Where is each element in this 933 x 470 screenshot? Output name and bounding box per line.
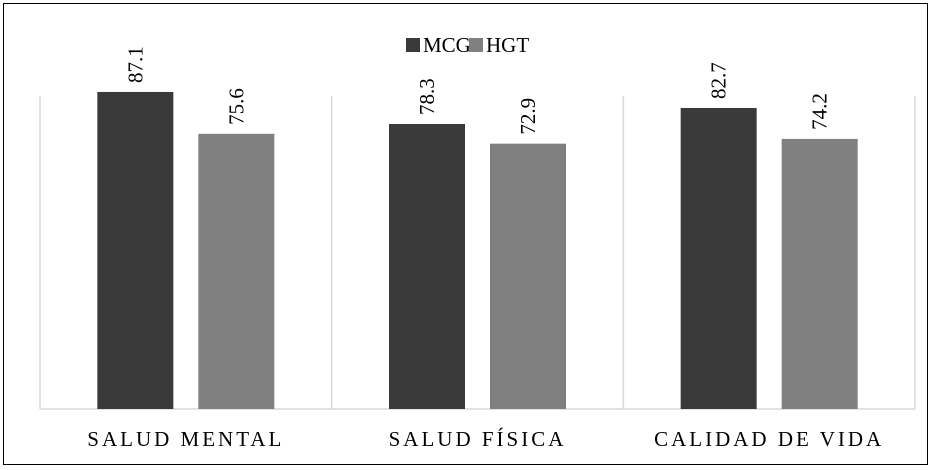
x-tick-label: CALIDAD DE VIDA: [654, 427, 884, 451]
legend: MCG HGT: [406, 33, 529, 57]
bar-mcg: [389, 123, 465, 409]
bar-hgt: [198, 133, 275, 410]
data-label: 87.1: [123, 46, 147, 83]
data-label: 82.7: [707, 62, 731, 99]
data-label: 74.2: [808, 93, 832, 130]
bar-hgt: [781, 138, 858, 410]
data-label: 78.3: [415, 78, 439, 115]
x-tick-label: SALUD MENTAL: [87, 427, 284, 451]
data-label: 75.6: [224, 88, 248, 125]
legend-swatch-mcg: [406, 38, 420, 52]
data-label: 72.9: [516, 98, 540, 135]
legend-label-hgt: HGT: [486, 33, 529, 57]
plot-area: 87.1 75.6 SALUD MENTAL 78.3 72.9 SALUD FÍSICA…: [39, 46, 916, 451]
bar-hgt: [490, 143, 566, 410]
bar-mcg: [680, 107, 757, 410]
legend-label-mcg: MCG: [423, 33, 471, 57]
x-tick-label: SALUD FÍSICA: [389, 427, 567, 451]
legend-swatch-hgt: [469, 38, 483, 52]
bar-mcg: [97, 91, 174, 410]
